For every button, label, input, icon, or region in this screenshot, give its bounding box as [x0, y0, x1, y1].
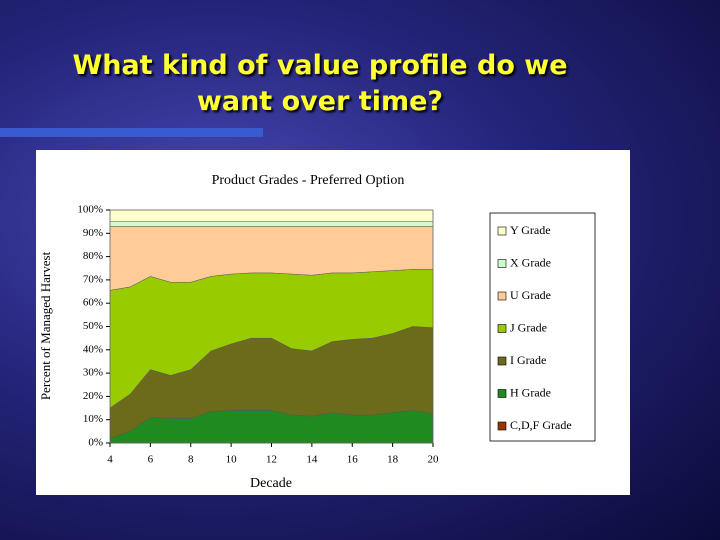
x-tick-label: 18 — [387, 454, 399, 466]
area — [109, 221, 434, 227]
x-tick-label: 4 — [107, 454, 113, 466]
legend-label: C,D,F Grade — [510, 418, 572, 432]
y-tick-label: 60% — [83, 297, 103, 309]
x-tick-label: 8 — [188, 454, 194, 466]
legend-swatch — [497, 421, 507, 431]
y-tick-label: 90% — [83, 227, 103, 239]
title-bar — [0, 128, 263, 137]
x-tick-label: 16 — [347, 454, 359, 466]
legend-label: H Grade — [510, 385, 551, 399]
chart-title: Product Grades - Preferred Option — [212, 173, 405, 188]
legend-swatch — [497, 259, 507, 268]
y-tick-label: 100% — [77, 204, 103, 216]
legend-swatch — [497, 291, 507, 301]
y-tick-label: 70% — [83, 273, 103, 285]
y-axis-label: Percent of Managed Harvest — [38, 251, 53, 400]
legend-swatch — [497, 389, 507, 398]
y-tick-label: 80% — [83, 250, 103, 262]
legend-label: U Grade — [510, 288, 551, 302]
slide-title: What kind of value profile do we want ov… — [72, 50, 568, 117]
area — [109, 209, 434, 222]
legend-swatch — [497, 356, 507, 366]
legend-label: Y Grade — [510, 223, 551, 237]
y-tick-label: 50% — [83, 320, 103, 332]
y-tick-label: 10% — [83, 413, 103, 425]
x-tick-label: 12 — [266, 454, 277, 466]
legend-label: X Grade — [510, 255, 551, 269]
x-tick-label: 6 — [148, 454, 154, 466]
legend-box — [489, 212, 596, 442]
legend-label: I Grade — [510, 353, 546, 367]
y-tick-label: 0% — [88, 437, 103, 449]
x-tick-label: 10 — [226, 454, 238, 466]
x-tick-label: 20 — [428, 454, 440, 466]
legend-label: J Grade — [510, 320, 547, 334]
y-tick-label: 30% — [83, 367, 103, 379]
legend-swatch — [497, 226, 507, 236]
y-tick-label: 40% — [83, 343, 103, 355]
legend-swatch — [497, 324, 507, 333]
y-tick-label: 20% — [83, 390, 103, 402]
x-tick-label: 14 — [306, 454, 318, 466]
x-axis-label: Decade — [250, 476, 292, 491]
